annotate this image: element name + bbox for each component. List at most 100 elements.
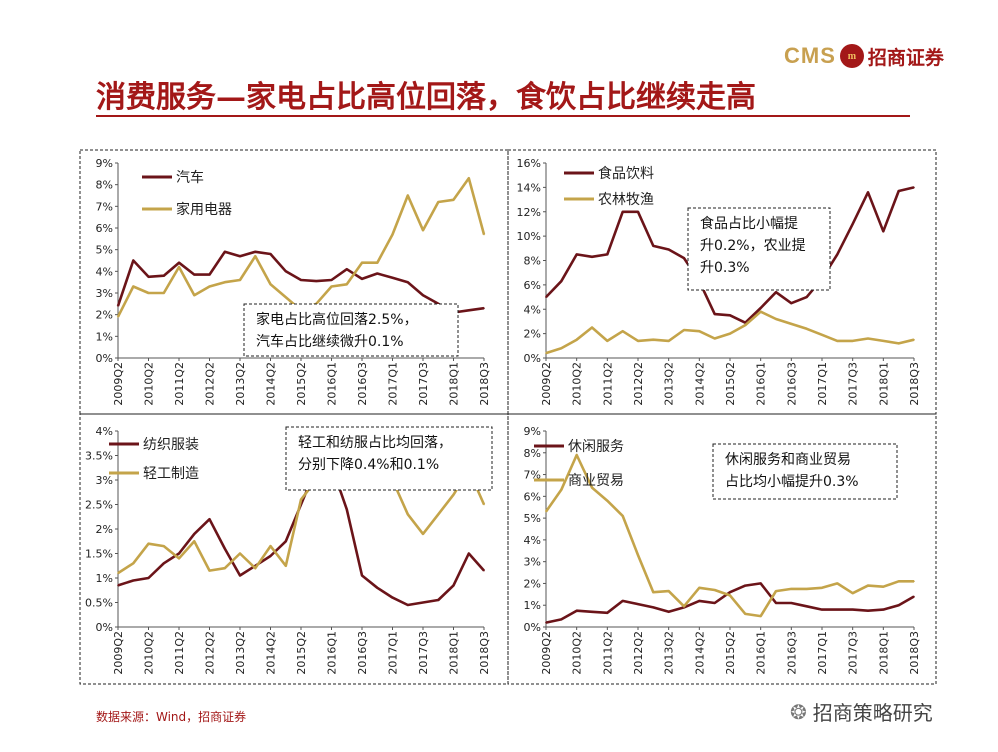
data-point <box>575 338 578 341</box>
data-point <box>407 604 409 606</box>
data-point <box>713 589 716 591</box>
y-tick-label: 1% <box>96 572 113 585</box>
y-tick-label: 3% <box>96 287 113 300</box>
chart-br: 0% 1% 2% 3% 4% 5% 6% 7% 8% 9% 2009Q2 2010Q2 2011Q2 20… <box>524 425 921 675</box>
company-logo: CMS m 招商证券 <box>784 40 944 72</box>
annotation-line-1: 轻工和纺服占比均回落， <box>298 435 452 451</box>
data-point <box>698 600 701 602</box>
data-point <box>437 599 440 601</box>
x-tick-label: 2018Q1 <box>877 362 890 406</box>
data-point <box>667 611 670 613</box>
y-tick-label: 8% <box>524 255 541 268</box>
series-line-1 <box>116 250 485 314</box>
x-tick-label: 2010Q2 <box>143 631 156 675</box>
data-point <box>821 587 823 589</box>
y-tick-label: 5% <box>96 244 113 257</box>
legend-label-2: 家用电器 <box>176 201 232 218</box>
data-point <box>437 201 440 203</box>
x-tick-label: 2014Q2 <box>265 362 278 406</box>
data-point <box>621 515 624 517</box>
data-point <box>851 340 854 342</box>
data-point <box>376 272 379 275</box>
data-point <box>637 340 639 342</box>
data-point <box>759 582 762 585</box>
legend-label-2: 农林牧渔 <box>598 192 654 208</box>
y-tick-label: 5% <box>524 512 541 525</box>
data-point <box>361 574 363 577</box>
data-point <box>560 280 563 283</box>
y-tick-label: 8% <box>96 179 113 192</box>
data-point <box>744 324 747 326</box>
data-point <box>652 606 655 609</box>
data-point <box>759 310 762 313</box>
data-point <box>882 585 885 588</box>
x-tick-label: 2010Q2 <box>571 631 584 675</box>
logo-cms-text: CMS <box>784 43 836 68</box>
data-point <box>652 591 655 593</box>
y-tick-label: 4% <box>524 534 541 547</box>
data-point <box>897 604 900 606</box>
x-tick-label: 2018Q1 <box>877 631 890 675</box>
x-tick-label: 2017Q3 <box>847 362 860 406</box>
y-tick-label: 0.5% <box>85 597 113 610</box>
data-point <box>132 562 135 565</box>
x-tick-label: 2009Q2 <box>112 631 125 675</box>
data-point <box>775 291 777 294</box>
data-point <box>575 253 578 256</box>
data-point <box>224 281 226 284</box>
y-tick-label: 6% <box>524 279 541 292</box>
x-tick-label: 2018Q1 <box>448 631 461 675</box>
data-point <box>269 545 272 547</box>
chart-bl: 0% 0.5% 1% 1.5% 2% 2.5% 3% 3.5% 4% 2009Q2 2010Q2 20… <box>85 425 493 675</box>
data-point <box>759 307 762 309</box>
data-point <box>193 533 196 535</box>
x-tick-label: 2012Q2 <box>204 362 217 406</box>
data-point <box>224 251 226 253</box>
data-point <box>239 552 241 555</box>
data-point <box>545 621 547 624</box>
data-point <box>867 609 869 612</box>
x-tick-label: 2014Q2 <box>693 631 706 675</box>
data-point <box>285 270 287 273</box>
data-point <box>652 338 655 341</box>
data-point <box>683 605 685 608</box>
annotation-box <box>243 303 459 357</box>
data-point <box>254 255 257 257</box>
chart-frame-2 <box>507 149 937 415</box>
data-point <box>452 199 455 201</box>
x-tick-label: 2013Q2 <box>663 631 676 675</box>
x-tick-label: 2018Q3 <box>478 631 491 675</box>
data-point <box>422 294 424 297</box>
data-point <box>300 279 302 281</box>
data-point <box>913 580 915 583</box>
x-tick-label: 2013Q2 <box>663 362 676 406</box>
data-point <box>163 562 165 565</box>
data-point <box>391 596 394 599</box>
data-point <box>468 552 470 555</box>
legend-label-2: 商业贸易 <box>568 473 624 489</box>
data-point <box>775 590 777 592</box>
y-tick-label: 0% <box>524 352 541 365</box>
data-point <box>422 533 424 535</box>
y-tick-label: 7% <box>524 469 541 482</box>
data-point <box>545 352 547 354</box>
data-point <box>897 190 900 192</box>
data-point <box>117 305 119 307</box>
data-point <box>836 340 839 342</box>
x-tick-label: 2017Q1 <box>387 362 400 406</box>
y-tick-label: 2% <box>524 328 541 341</box>
data-point <box>882 230 885 233</box>
y-tick-label: 2% <box>96 523 113 536</box>
x-tick-label: 2011Q2 <box>173 631 186 675</box>
data-point <box>867 337 869 340</box>
data-point <box>882 340 885 342</box>
x-tick-label: 2011Q2 <box>601 631 614 675</box>
page-title: 消费服务—家电占比高位回落，食饮占比继续走高 <box>96 80 756 115</box>
data-point <box>422 229 424 231</box>
data-point <box>269 283 272 286</box>
y-tick-label: 10% <box>517 230 541 243</box>
data-point <box>407 281 409 284</box>
x-tick-label: 2016Q1 <box>326 631 339 675</box>
data-point <box>147 292 150 294</box>
